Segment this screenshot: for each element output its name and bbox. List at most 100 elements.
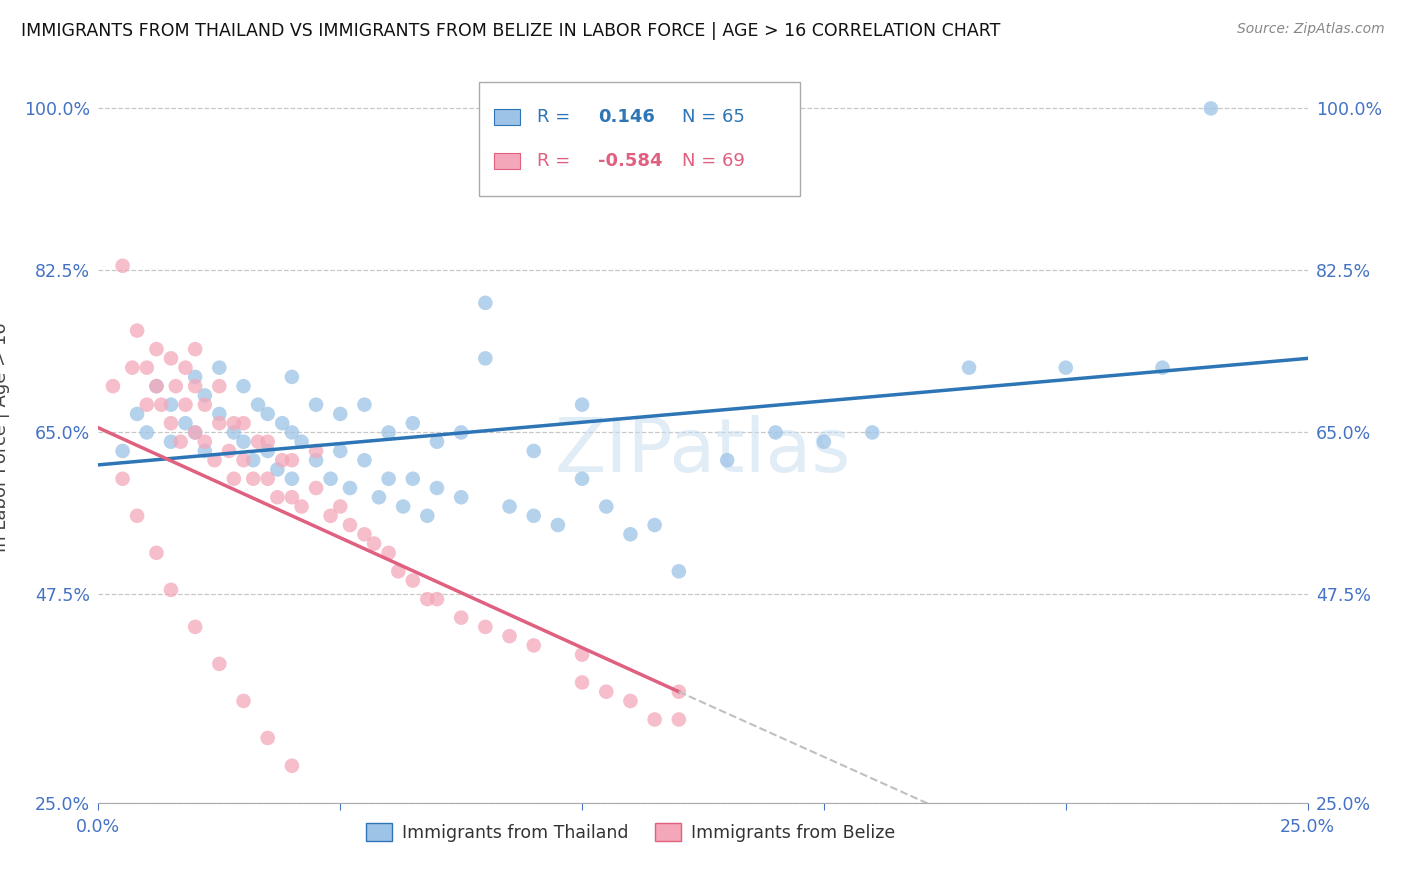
Point <box>222 416 245 430</box>
Point <box>135 398 157 412</box>
Point <box>184 620 207 634</box>
Point <box>319 508 342 523</box>
Text: N = 65: N = 65 <box>682 109 745 127</box>
Point <box>232 379 254 393</box>
Point <box>290 500 312 514</box>
Point <box>256 407 278 421</box>
Point <box>208 416 231 430</box>
Point <box>256 472 278 486</box>
Point <box>194 398 217 412</box>
Point <box>450 425 472 440</box>
Text: R =: R = <box>537 153 571 170</box>
Point <box>247 434 270 449</box>
Point <box>281 425 304 440</box>
Point <box>232 453 254 467</box>
Point <box>353 453 375 467</box>
Point <box>474 620 496 634</box>
Text: N = 69: N = 69 <box>682 153 745 170</box>
Point <box>765 425 787 440</box>
Point <box>392 500 415 514</box>
Point <box>121 360 143 375</box>
Point <box>416 592 439 607</box>
Point <box>232 694 254 708</box>
Point <box>644 518 666 533</box>
Point <box>169 434 191 449</box>
Point <box>595 500 617 514</box>
Point <box>523 639 546 653</box>
Point <box>208 657 231 671</box>
Bar <box>494 110 520 126</box>
Point <box>644 713 666 727</box>
Point <box>135 360 157 375</box>
Point <box>184 425 207 440</box>
Point <box>160 582 183 597</box>
Point <box>353 398 375 412</box>
Point <box>426 592 449 607</box>
Point <box>266 462 288 476</box>
Point <box>368 490 391 504</box>
Point <box>242 472 264 486</box>
Point <box>145 342 167 356</box>
Point <box>595 684 617 698</box>
Point <box>305 453 328 467</box>
Point <box>426 481 449 495</box>
Point <box>266 490 288 504</box>
Point <box>1199 102 1222 116</box>
Point <box>145 546 167 560</box>
Point <box>256 434 278 449</box>
Point <box>281 758 304 772</box>
Text: -0.584: -0.584 <box>598 153 662 170</box>
Point <box>377 546 399 560</box>
Point <box>135 425 157 440</box>
Point <box>305 481 328 495</box>
Point <box>256 444 278 458</box>
Point <box>305 398 328 412</box>
Point <box>127 508 149 523</box>
Point <box>339 518 361 533</box>
Point <box>668 684 690 698</box>
Point <box>813 434 835 449</box>
Point <box>1152 360 1174 375</box>
Point <box>281 490 304 504</box>
Point <box>498 500 520 514</box>
Point <box>571 675 593 690</box>
Point <box>319 472 342 486</box>
Point <box>402 416 425 430</box>
Point <box>150 398 173 412</box>
Point <box>184 379 207 393</box>
Point <box>101 379 124 393</box>
Text: IMMIGRANTS FROM THAILAND VS IMMIGRANTS FROM BELIZE IN LABOR FORCE | AGE > 16 COR: IMMIGRANTS FROM THAILAND VS IMMIGRANTS F… <box>21 22 1001 40</box>
Point <box>160 398 183 412</box>
Point <box>184 370 207 384</box>
Point <box>111 259 134 273</box>
Point <box>290 434 312 449</box>
Point <box>474 351 496 366</box>
Point <box>498 629 520 643</box>
Point <box>377 425 399 440</box>
Point <box>571 648 593 662</box>
Legend: Immigrants from Thailand, Immigrants from Belize: Immigrants from Thailand, Immigrants fro… <box>359 816 903 849</box>
Point <box>416 508 439 523</box>
Point <box>208 379 231 393</box>
Point <box>256 731 278 745</box>
Point <box>242 453 264 467</box>
Point <box>571 398 593 412</box>
Text: 0.146: 0.146 <box>598 109 655 127</box>
Point <box>571 472 593 486</box>
Point <box>281 453 304 467</box>
Point <box>194 444 217 458</box>
Point <box>218 444 240 458</box>
Text: Source: ZipAtlas.com: Source: ZipAtlas.com <box>1237 22 1385 37</box>
Point <box>305 444 328 458</box>
Point <box>194 434 217 449</box>
Point <box>271 416 294 430</box>
Point <box>160 416 183 430</box>
FancyBboxPatch shape <box>479 82 800 195</box>
Point <box>329 500 352 514</box>
Point <box>127 324 149 338</box>
Point <box>281 472 304 486</box>
Point <box>208 360 231 375</box>
Point <box>127 407 149 421</box>
Point <box>957 360 980 375</box>
Point <box>387 565 409 579</box>
